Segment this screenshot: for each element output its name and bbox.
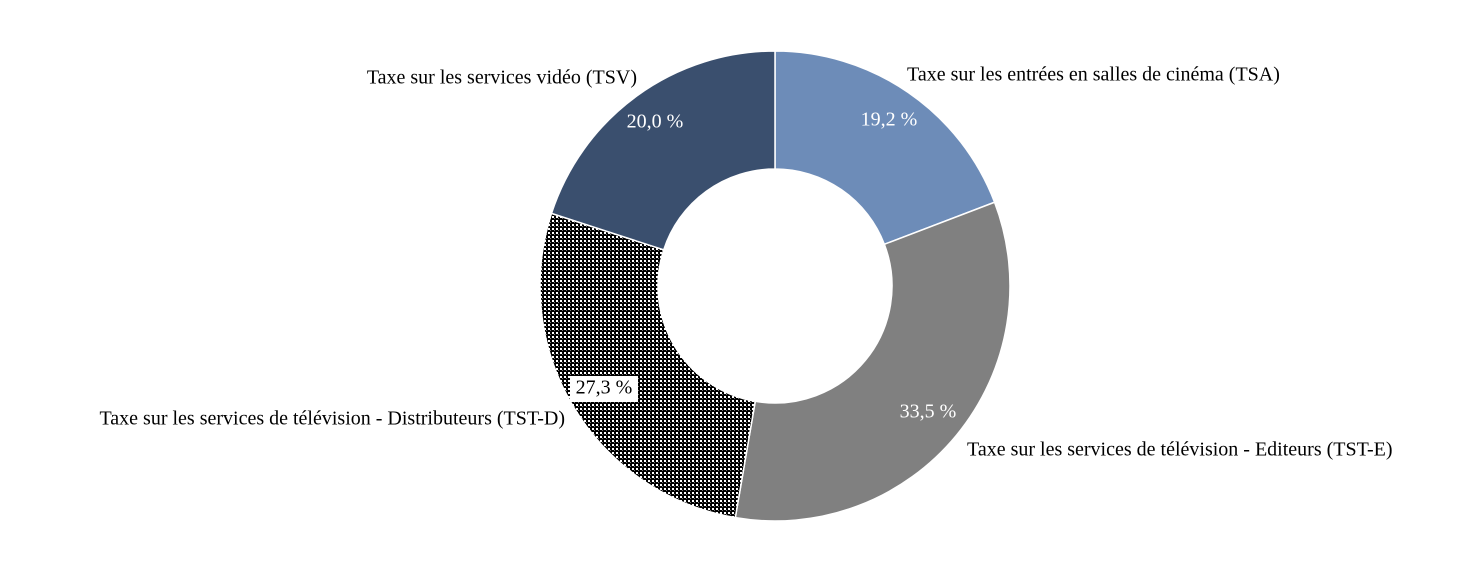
category-label: Taxe sur les services de télévision - Ed…	[967, 439, 1393, 461]
value-label: 27,3 %	[576, 377, 633, 399]
category-label: Taxe sur les entrées en salles de cinéma…	[907, 64, 1280, 86]
value-label-box	[570, 376, 638, 402]
donut-slice	[550, 50, 776, 251]
donut-slice	[539, 212, 757, 519]
category-label: Taxe sur les services de télévision - Di…	[99, 408, 565, 430]
donut-slice	[774, 50, 996, 246]
donut-slice	[734, 201, 1011, 522]
value-label: 33,5 %	[900, 401, 957, 423]
category-label: Taxe sur les services vidéo (TSV)	[367, 67, 637, 89]
value-label: 19,2 %	[861, 109, 918, 131]
value-label: 20,0 %	[627, 111, 684, 133]
